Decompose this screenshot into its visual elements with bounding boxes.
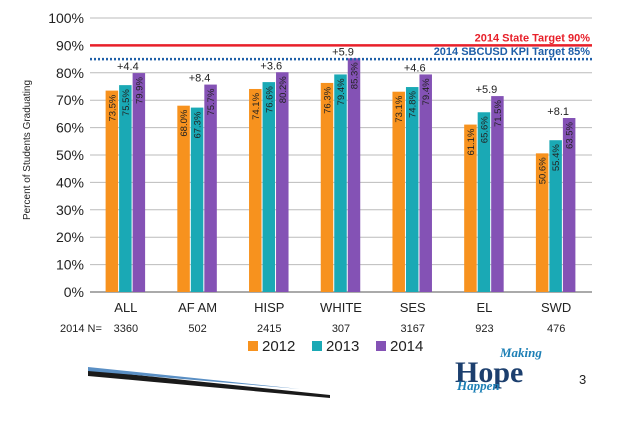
n-count: 502 <box>188 323 206 335</box>
making-hope-happen-logo: Making Hope Happen 3 <box>455 345 586 393</box>
y-tick-label: 60% <box>56 120 84 136</box>
category-label: ALL <box>114 300 137 315</box>
legend-label-2014: 2014 <box>390 338 423 355</box>
decorative-swoosh <box>88 370 330 398</box>
bar-value-label: 55.4% <box>551 144 562 171</box>
bar-value-label: 75.7% <box>206 88 217 115</box>
logo-word-making: Making <box>499 345 542 360</box>
bar-value-label: 68.0% <box>179 109 190 136</box>
delta-label: +4.4 <box>117 61 139 73</box>
bar-2012 <box>535 153 549 292</box>
n-count: 476 <box>547 323 565 335</box>
reference-lines: 2014 State Target 90% 2014 SBCUSD KPI Tar… <box>90 32 592 61</box>
n-counts: 3360 502 2415 307 3167 923 476 <box>114 323 566 335</box>
n-count: 3360 <box>114 323 138 335</box>
bar-value-label: 74.8% <box>408 90 419 117</box>
bar-value-label: 50.6% <box>538 157 549 184</box>
category-label: AF AM <box>178 300 217 315</box>
y-axis-ticks: 0% 10% 20% 30% 40% 50% 60% 70% 80% 90% 100% <box>48 10 84 300</box>
legend-swatch-2013 <box>312 341 322 351</box>
bar-2013 <box>477 112 491 292</box>
legend-label-2012: 2012 <box>262 338 295 355</box>
y-tick-label: 40% <box>56 174 84 190</box>
y-tick-label: 50% <box>56 147 84 163</box>
delta-label: +4.6 <box>404 62 426 74</box>
delta-label: +8.1 <box>547 106 569 118</box>
bar-2012 <box>464 124 477 292</box>
bar-value-label: 63.5% <box>565 121 576 148</box>
reference-line-label: 2014 State Target 90% <box>475 32 591 44</box>
n-count: 2415 <box>257 323 281 335</box>
bar-2014 <box>276 72 289 292</box>
category-label: SES <box>400 300 426 315</box>
bar-2012 <box>392 91 405 293</box>
y-tick-label: 100% <box>48 10 84 26</box>
y-tick-label: 10% <box>56 257 84 273</box>
bar-value-label: 71.5% <box>493 100 504 127</box>
delta-label: +8.4 <box>189 73 211 85</box>
delta-label: +5.9 <box>476 84 498 96</box>
bar-2013 <box>190 107 204 293</box>
category-label: EL <box>476 300 492 315</box>
bar-value-label: 80.2% <box>278 76 289 103</box>
bar-2012 <box>320 82 334 292</box>
bar-value-label: 61.1% <box>466 128 477 155</box>
y-tick-label: 20% <box>56 229 84 245</box>
bar-2012 <box>177 105 190 293</box>
bar-2013 <box>334 74 347 292</box>
bar-2013 <box>405 87 419 292</box>
bar-value-label: 75.5% <box>121 89 132 116</box>
bar-value-label: 73.1% <box>394 95 405 122</box>
bar-2014 <box>132 73 146 292</box>
bar-value-label: 79.4% <box>336 78 347 105</box>
category-label: SWD <box>541 300 571 315</box>
y-tick-label: 70% <box>56 92 84 108</box>
bar-2014 <box>204 84 217 292</box>
bar-2012 <box>105 90 119 292</box>
delta-label: +3.6 <box>260 60 282 72</box>
y-tick-label: 30% <box>56 202 84 218</box>
legend: 2012 2013 2014 <box>248 338 423 355</box>
legend-swatch-2012 <box>248 341 258 351</box>
page-number: 3 <box>579 372 586 387</box>
bar-2013 <box>262 82 276 292</box>
bar-2014 <box>491 96 504 292</box>
category-label: HISP <box>254 300 284 315</box>
decorative-swoosh-highlight <box>88 367 300 389</box>
n-count: 3167 <box>400 323 424 335</box>
bar-2012 <box>249 88 262 292</box>
reference-line-label: 2014 SBCUSD KPI Target 85% <box>434 46 591 58</box>
n-count: 307 <box>332 323 350 335</box>
bar-2014 <box>347 58 361 292</box>
y-tick-label: 90% <box>56 37 84 53</box>
bars: 73.5% 75.5% 79.9% +4.4 68.0% 67.3%75.7% +8.4 74… <box>105 46 576 293</box>
y-tick-label: 0% <box>64 284 84 300</box>
n-count: 923 <box>475 323 493 335</box>
bar-value-label: 76.6% <box>264 86 275 113</box>
legend-label-2013: 2013 <box>326 338 359 355</box>
bar-value-label: 67.3% <box>193 111 204 138</box>
bar-2014 <box>562 118 576 292</box>
bar-value-label: 79.4% <box>421 78 432 105</box>
y-tick-label: 80% <box>56 65 84 81</box>
logo-word-happen: Happen <box>456 378 500 393</box>
bar-2013 <box>549 140 562 292</box>
n-row-label: 2014 N= <box>60 323 102 335</box>
bar-value-label: 85.3% <box>350 62 361 89</box>
category-labels: ALL AF AM HISP WHITE SES EL SWD <box>114 300 571 315</box>
logo-word-hope: Hope <box>455 356 523 389</box>
delta-label: +5.9 <box>332 46 354 58</box>
bar-2014 <box>419 74 432 292</box>
legend-swatch-2014 <box>376 341 386 351</box>
category-label: WHITE <box>320 300 362 315</box>
bar-value-label: 73.5% <box>107 94 118 121</box>
bar-value-label: 76.3% <box>323 86 334 113</box>
bar-value-label: 74.1% <box>251 92 262 119</box>
bar-value-label: 65.6% <box>479 116 490 143</box>
bar-2013 <box>119 85 132 292</box>
bar-value-label: 79.9% <box>134 77 145 104</box>
y-axis-title: Percent of Students Graduating <box>22 80 33 220</box>
